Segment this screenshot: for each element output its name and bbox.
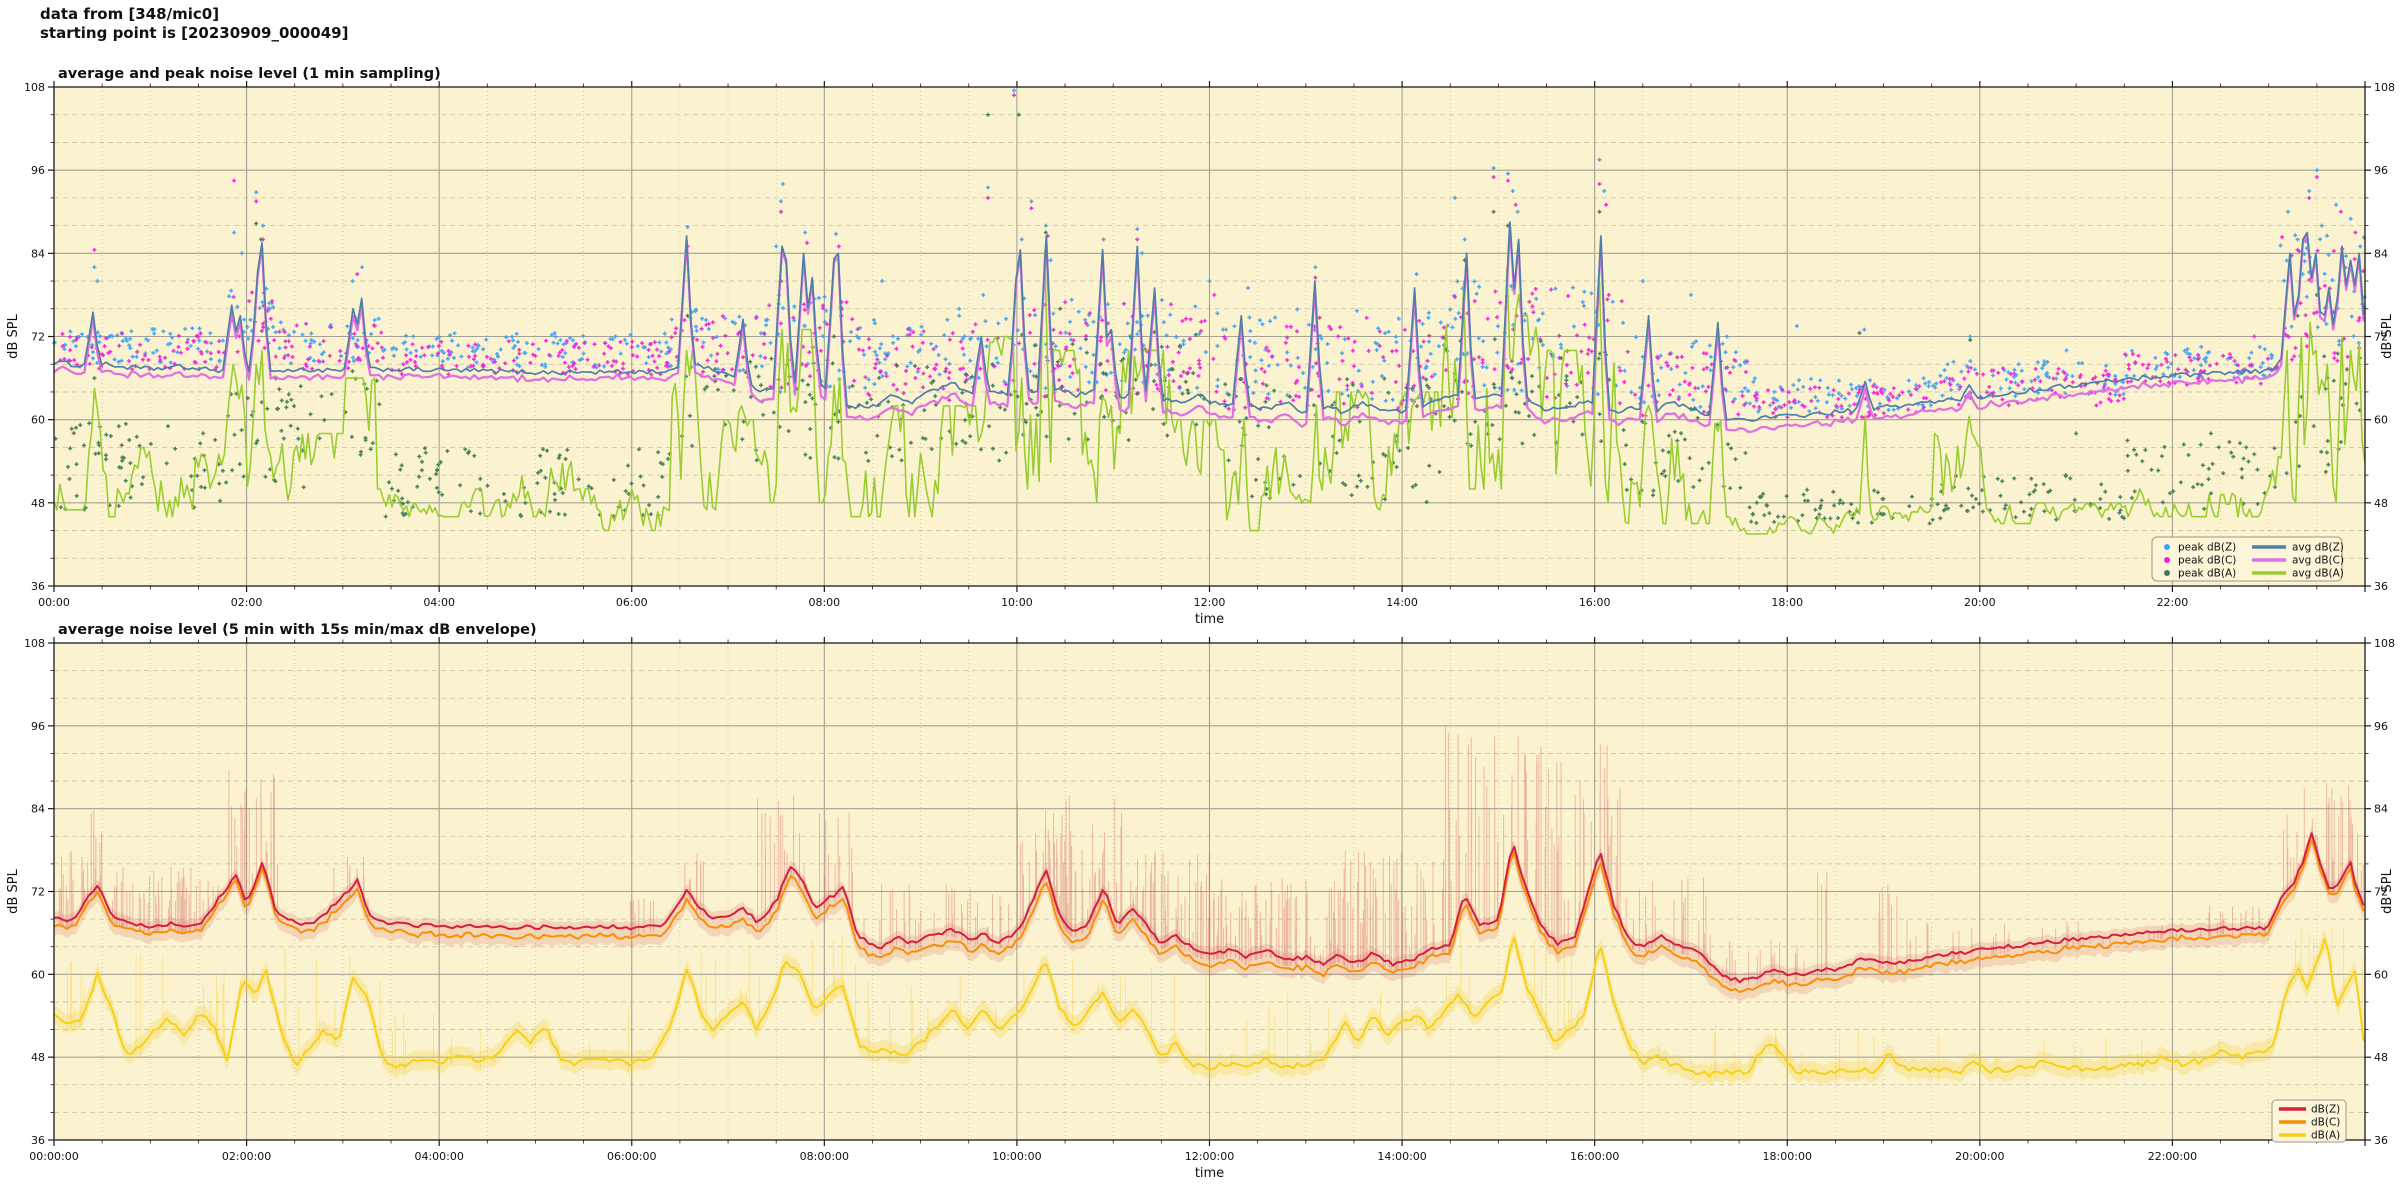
- svg-text:00:00: 00:00: [38, 596, 70, 609]
- svg-text:48: 48: [31, 1051, 45, 1064]
- line-dba: [53, 936, 2365, 1078]
- svg-text:36: 36: [31, 580, 45, 593]
- chart-2: 00:00:00 02:00:00 04:00:00 06:00:00 08:00:00…: [6, 622, 2395, 1181]
- svg-text:dB SPL: dB SPL: [6, 868, 21, 913]
- svg-text:60: 60: [31, 968, 45, 981]
- line-avg_dbc: [53, 224, 2365, 434]
- svg-text:84: 84: [2374, 247, 2388, 260]
- svg-text:108: 108: [24, 637, 45, 650]
- svg-text:18:00:00: 18:00:00: [1763, 1150, 1812, 1163]
- svg-text:60: 60: [2374, 414, 2388, 427]
- svg-text:12:00: 12:00: [1194, 596, 1226, 609]
- axis-ticks: [48, 637, 2371, 1146]
- line-dbz: [53, 832, 2365, 984]
- svg-text:02:00: 02:00: [231, 596, 263, 609]
- svg-text:average and peak noise level (: average and peak noise level (1 min samp…: [58, 66, 441, 82]
- svg-text:02:00:00: 02:00:00: [222, 1150, 271, 1163]
- svg-text:06:00: 06:00: [616, 596, 648, 609]
- svg-text:peak dB(C): peak dB(C): [2178, 555, 2236, 567]
- scatter-peak_dba: [53, 112, 2362, 526]
- svg-text:72: 72: [31, 886, 45, 899]
- svg-text:10:00: 10:00: [1001, 596, 1033, 609]
- svg-text:36: 36: [2374, 580, 2388, 593]
- svg-text:avg dB(C): avg dB(C): [2292, 555, 2344, 567]
- line-avg_dbz: [53, 221, 2365, 422]
- svg-text:72: 72: [31, 331, 45, 344]
- svg-text:avg dB(Z): avg dB(Z): [2292, 542, 2344, 554]
- legend: dB(Z)dB(C)dB(A): [2271, 1099, 2347, 1143]
- svg-text:72: 72: [2374, 331, 2388, 344]
- svg-text:dB SPL: dB SPL: [2380, 313, 2395, 358]
- svg-text:08:00: 08:00: [808, 596, 840, 609]
- svg-text:06:00:00: 06:00:00: [607, 1150, 656, 1163]
- svg-text:96: 96: [31, 164, 45, 177]
- chart-1: 00:00 02:00 04:00 06:00 08:00 10:00 12:00 14:00…: [6, 66, 2395, 627]
- svg-text:108: 108: [2374, 81, 2395, 94]
- svg-text:48: 48: [2374, 497, 2388, 510]
- svg-text:08:00:00: 08:00:00: [800, 1150, 849, 1163]
- axis-ticks: [48, 81, 2371, 592]
- svg-text:36: 36: [2374, 1134, 2388, 1147]
- line-dbc: [53, 839, 2365, 994]
- svg-text:60: 60: [31, 414, 45, 427]
- svg-text:dB SPL: dB SPL: [6, 313, 21, 358]
- svg-text:peak dB(Z): peak dB(Z): [2178, 542, 2236, 554]
- svg-text:10:00:00: 10:00:00: [992, 1150, 1041, 1163]
- legend: peak dB(Z)peak dB(C)peak dB(A)avg dB(Z)a…: [2151, 536, 2344, 582]
- svg-text:18:00: 18:00: [1771, 596, 1803, 609]
- line-avg_dba: [53, 249, 2366, 535]
- svg-text:84: 84: [2374, 803, 2388, 816]
- svg-text:20:00:00: 20:00:00: [1955, 1150, 2004, 1163]
- header: data from [348/mic0] starting point is […: [40, 5, 348, 43]
- header-line2: starting point is [20230909_000049]: [40, 24, 349, 42]
- svg-text:00:00:00: 00:00:00: [29, 1150, 78, 1163]
- svg-text:48: 48: [2374, 1051, 2388, 1064]
- svg-text:22:00:00: 22:00:00: [2148, 1150, 2197, 1163]
- svg-text:14:00:00: 14:00:00: [1377, 1150, 1426, 1163]
- svg-text:peak dB(A): peak dB(A): [2178, 568, 2236, 580]
- svg-text:16:00: 16:00: [1579, 596, 1611, 609]
- svg-text:dB(Z): dB(Z): [2311, 1104, 2340, 1116]
- svg-text:96: 96: [2374, 720, 2388, 733]
- svg-text:96: 96: [31, 720, 45, 733]
- axis-labels: 00:00:00 02:00:00 04:00:00 06:00:00 08:00:00…: [6, 622, 2395, 1181]
- header-line1: data from [348/mic0]: [40, 5, 220, 23]
- svg-text:96: 96: [2374, 164, 2388, 177]
- svg-text:time: time: [1195, 1166, 1224, 1181]
- scatter-peak_dbc: [58, 93, 2366, 420]
- svg-text:14:00: 14:00: [1386, 596, 1418, 609]
- svg-text:84: 84: [31, 247, 45, 260]
- svg-text:108: 108: [2374, 637, 2395, 650]
- svg-text:dB(A): dB(A): [2311, 1130, 2340, 1142]
- envelope_a: [54, 927, 2364, 1087]
- svg-text:04:00:00: 04:00:00: [414, 1150, 463, 1163]
- svg-text:dB SPL: dB SPL: [2380, 868, 2395, 913]
- svg-text:time: time: [1195, 612, 1224, 627]
- svg-text:12:00:00: 12:00:00: [1185, 1150, 1234, 1163]
- svg-text:22:00: 22:00: [2157, 596, 2189, 609]
- svg-text:dB(C): dB(C): [2311, 1117, 2340, 1129]
- svg-text:72: 72: [2374, 886, 2388, 899]
- axis-labels: 00:00 02:00 04:00 06:00 08:00 10:00 12:00 14:00…: [6, 66, 2395, 627]
- gridlines: [54, 643, 2365, 1140]
- svg-text:48: 48: [31, 497, 45, 510]
- svg-text:36: 36: [31, 1134, 45, 1147]
- svg-text:average noise level (5 min wit: average noise level (5 min with 15s min/…: [58, 622, 537, 638]
- svg-text:04:00: 04:00: [423, 596, 455, 609]
- svg-text:60: 60: [2374, 968, 2388, 981]
- svg-text:84: 84: [31, 803, 45, 816]
- svg-text:20:00: 20:00: [1964, 596, 1996, 609]
- svg-text:avg dB(A): avg dB(A): [2292, 568, 2344, 580]
- svg-text:108: 108: [24, 81, 45, 94]
- svg-text:16:00:00: 16:00:00: [1570, 1150, 1619, 1163]
